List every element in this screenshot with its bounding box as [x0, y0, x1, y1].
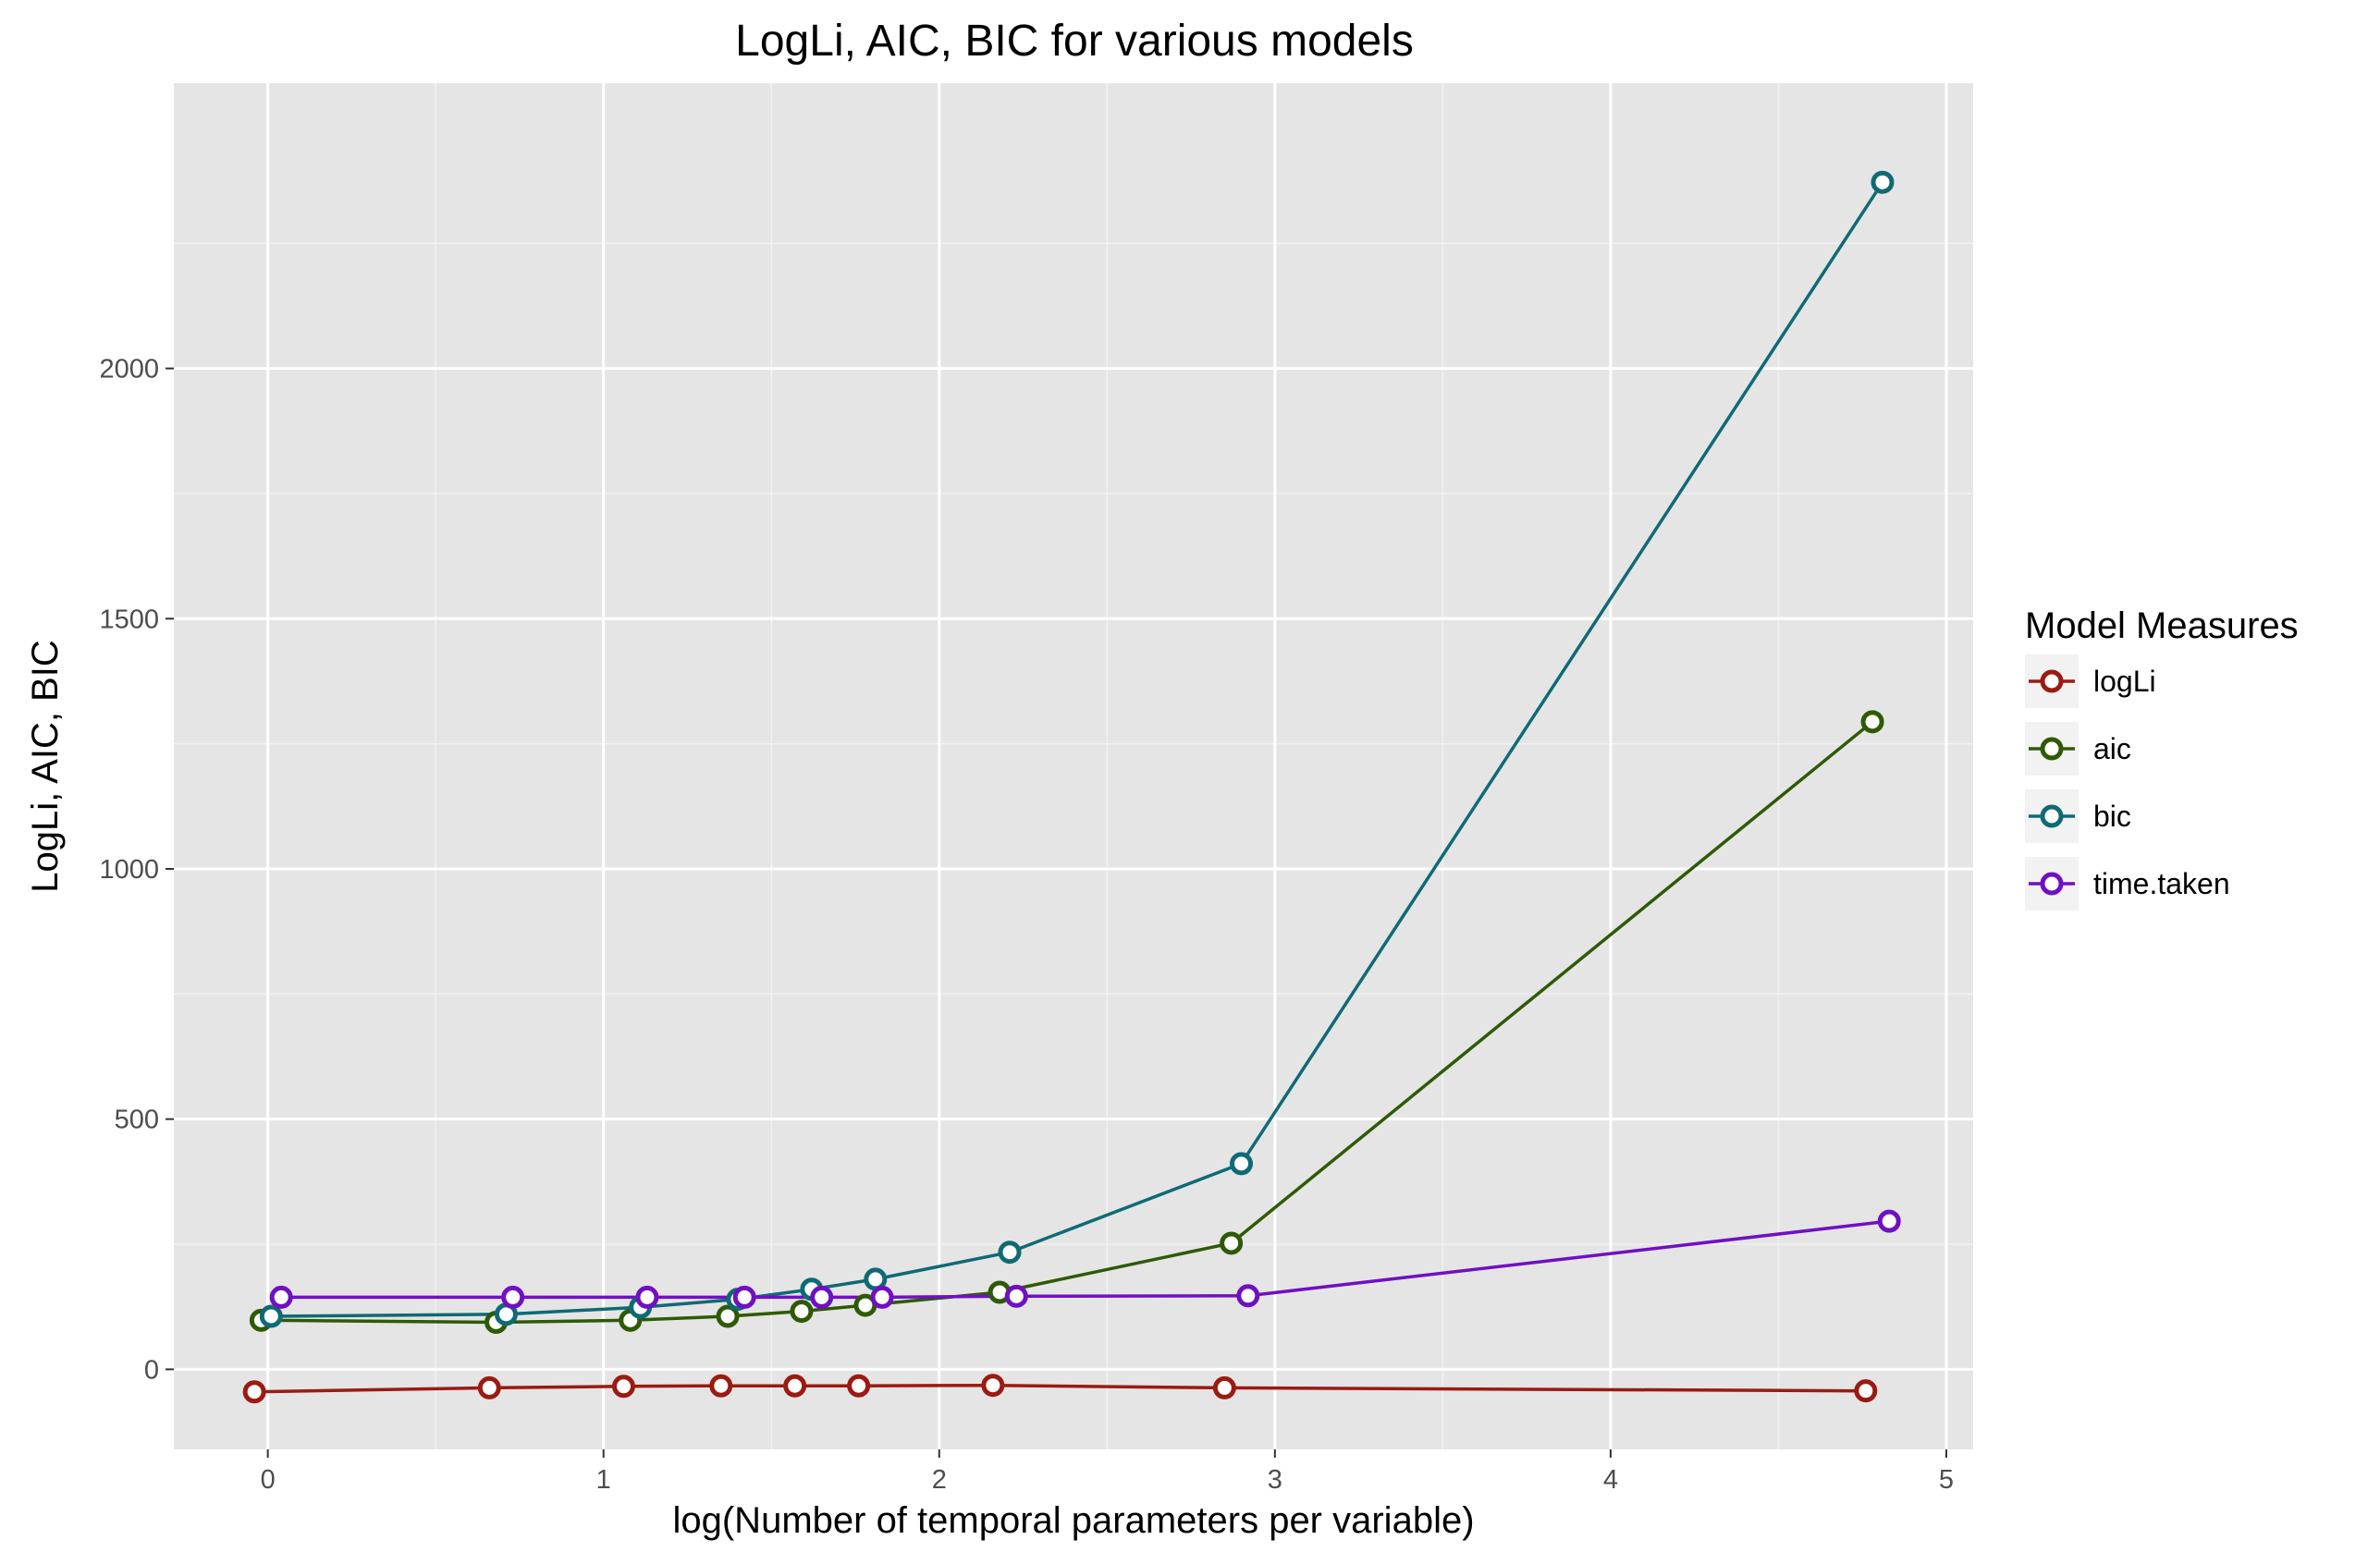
legend-key-point — [2040, 872, 2064, 896]
data-point-aic — [790, 1300, 814, 1324]
y-tick-label: 1000 — [99, 855, 159, 885]
data-point-logLi — [242, 1380, 266, 1404]
data-point-logLi — [477, 1375, 501, 1399]
legend-title: Model Measures — [2025, 605, 2299, 646]
data-point-logLi — [612, 1375, 635, 1399]
y-tick-label: 0 — [144, 1355, 159, 1385]
data-point-time.taken — [810, 1285, 834, 1309]
legend-key-point — [2040, 669, 2064, 693]
grid-minor — [174, 83, 1973, 1449]
y-tick-label: 2000 — [99, 355, 159, 385]
data-point-aic — [1220, 1231, 1244, 1255]
data-point-time.taken — [732, 1285, 756, 1309]
data-point-bic — [1871, 170, 1895, 194]
legend-key-point — [2040, 804, 2064, 828]
legend: Model Measures logLi aic bic time.taken — [2025, 605, 2299, 910]
legend-label-bic: bic — [2093, 800, 2131, 833]
data-point-time.taken — [1236, 1284, 1260, 1308]
data-point-time.taken — [1004, 1284, 1028, 1308]
legend-items: logLi aic bic time.taken — [2025, 654, 2230, 910]
data-point-time.taken — [870, 1285, 894, 1309]
data-point-bic — [1230, 1152, 1254, 1176]
data-point-bic — [259, 1304, 283, 1328]
x-tick-label: 1 — [596, 1465, 611, 1495]
x-tick-label: 5 — [1939, 1465, 1954, 1495]
legend-key-point — [2040, 737, 2064, 761]
y-tick-label: 1500 — [99, 605, 159, 634]
series-layer — [242, 170, 1901, 1404]
data-point-logLi — [1212, 1375, 1236, 1399]
data-point-aic — [716, 1304, 740, 1328]
x-tick-label: 2 — [932, 1465, 947, 1495]
data-point-time.taken — [635, 1285, 659, 1309]
y-axis: 0 500 1000 1500 2000 — [99, 355, 174, 1385]
x-tick-label: 0 — [261, 1465, 276, 1495]
plot-panel — [174, 83, 1973, 1449]
chart-title: LogLi, AIC, BIC for various models — [735, 17, 1414, 66]
data-point-time.taken — [1877, 1209, 1901, 1233]
x-axis: 0 1 2 3 4 5 — [261, 1449, 1954, 1495]
legend-label-aic: aic — [2093, 732, 2131, 765]
data-point-bic — [998, 1240, 1022, 1265]
data-point-logLi — [1854, 1379, 1878, 1403]
grid-major — [174, 83, 1973, 1449]
legend-label-time.taken: time.taken — [2093, 867, 2230, 900]
data-point-logLi — [709, 1374, 733, 1398]
data-point-time.taken — [269, 1285, 293, 1309]
x-axis-title: log(Number of temporal parameters per va… — [672, 1500, 1474, 1541]
x-tick-label: 4 — [1603, 1465, 1618, 1495]
data-point-logLi — [847, 1374, 871, 1398]
y-tick-label: 500 — [115, 1106, 159, 1135]
data-point-logLi — [783, 1374, 807, 1398]
data-point-logLi — [981, 1374, 1005, 1398]
data-point-time.taken — [501, 1285, 525, 1309]
legend-label-logLi: logLi — [2093, 665, 2156, 698]
y-axis-title: LogLi, AIC, BIC — [25, 640, 66, 892]
data-point-aic — [1860, 710, 1884, 734]
x-tick-label: 3 — [1268, 1465, 1282, 1495]
